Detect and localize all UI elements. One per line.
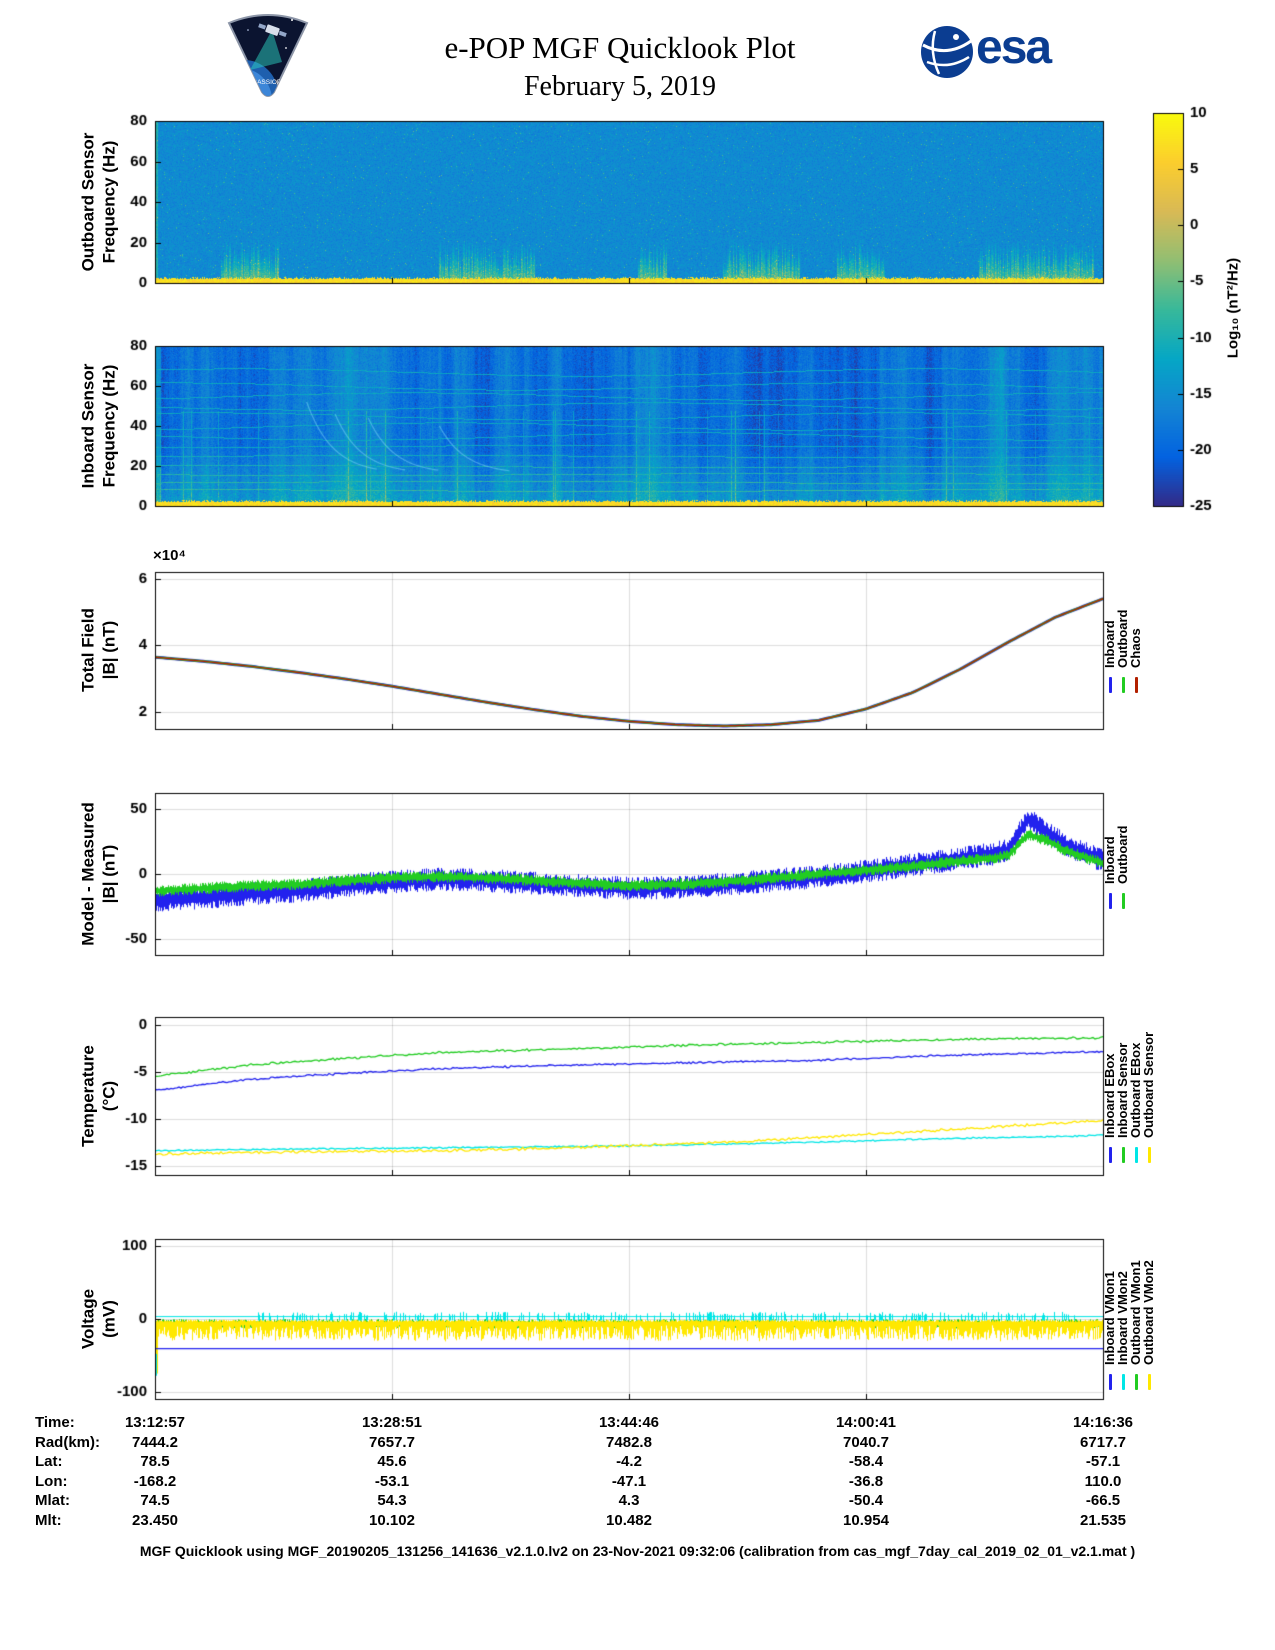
legend-mark-outboard-vmon2 [1148, 1374, 1151, 1390]
table-cell: -4.2 [616, 1453, 642, 1471]
table-cell: 14:00:41 [835, 1414, 897, 1431]
cassiope-mission-patch: CASSIOPE [227, 14, 309, 97]
table-cell: -66.5 [1085, 1492, 1121, 1510]
y-axis-exponent-label: ×10⁴ [153, 547, 186, 564]
esa-wordmark: esa [976, 21, 1052, 74]
table-cell: 23.450 [132, 1512, 178, 1529]
patch-text: CASSIOPE [252, 79, 286, 86]
table-cell: 13:44:46 [598, 1414, 660, 1431]
plot-title: e-POP MGF Quicklook Plot [444, 30, 796, 65]
legend-mark-inboard [1109, 893, 1112, 909]
legend-mark-inboard-vmon1 [1109, 1374, 1112, 1390]
table-row-label-time: Time: [35, 1414, 75, 1431]
table-cell: 54.3 [377, 1492, 407, 1510]
table-cell: -57.1 [1085, 1453, 1121, 1471]
table-cell: -53.1 [374, 1472, 410, 1490]
legend-mark-inboard-vmon2 [1122, 1374, 1125, 1390]
table-cell: 13:12:57 [124, 1414, 186, 1431]
table-cell: 78.5 [140, 1453, 170, 1471]
table-cell: 110.0 [1084, 1472, 1122, 1490]
legend-mark-inboard [1109, 677, 1112, 693]
legend-mark-inboard-sensor [1122, 1147, 1125, 1163]
footer-caption: MGF Quicklook using MGF_20190205_131256_… [139, 1543, 1136, 1559]
table-cell: 7040.7 [843, 1433, 889, 1451]
table-cell: 7444.2 [132, 1433, 178, 1451]
patch-beam [250, 30, 282, 70]
table-cell: 6717.7 [1080, 1433, 1126, 1451]
table-cell: 7482.8 [606, 1433, 652, 1451]
table-cell: -50.4 [848, 1492, 884, 1510]
table-row-label-mlt: Mlt: [35, 1512, 62, 1529]
title-block: e-POP MGF Quicklook Plot February 5, 201… [0, 30, 1240, 103]
table-cell: -58.4 [848, 1453, 884, 1471]
legend-mark-outboard-sensor [1148, 1147, 1151, 1163]
table-row-label-radkm: Rad(km): [35, 1433, 101, 1451]
table-cell: -36.8 [848, 1472, 884, 1490]
legend-mark-outboard [1122, 677, 1125, 693]
legend-mark-outboard-vmon1 [1135, 1374, 1138, 1390]
table-row-label-mlat: Mlat: [35, 1492, 70, 1510]
table-cell: -168.2 [133, 1472, 177, 1490]
legend-mark-inboard-ebox [1109, 1147, 1112, 1163]
table-cell: 10.482 [606, 1512, 652, 1529]
esa-logo: esa [920, 21, 1052, 79]
esa-emblem-icon [921, 25, 973, 78]
table-cell: 13:28:51 [361, 1414, 423, 1431]
table-cell: 21.535 [1080, 1512, 1126, 1529]
table-cell: -47.1 [611, 1472, 647, 1490]
table-cell: 10.954 [843, 1512, 889, 1529]
table-cell: 74.5 [140, 1492, 170, 1510]
table-cell: 14:16:36 [1072, 1414, 1134, 1431]
patch-satellite-icon [258, 23, 287, 38]
table-cell: 45.6 [377, 1453, 407, 1471]
table-cell: 7657.7 [369, 1433, 415, 1451]
plot-date: February 5, 2019 [523, 71, 717, 102]
table-row-label-lat: Lat: [35, 1453, 63, 1471]
legend-mark-outboard-ebox [1135, 1147, 1138, 1163]
legend-mark-outboard [1122, 893, 1125, 909]
table-cell: 4.3 [618, 1492, 640, 1510]
legend-mark-chaos [1135, 677, 1138, 693]
table-cell: 10.102 [369, 1512, 415, 1529]
table-row-label-lon: Lon: [35, 1472, 68, 1490]
